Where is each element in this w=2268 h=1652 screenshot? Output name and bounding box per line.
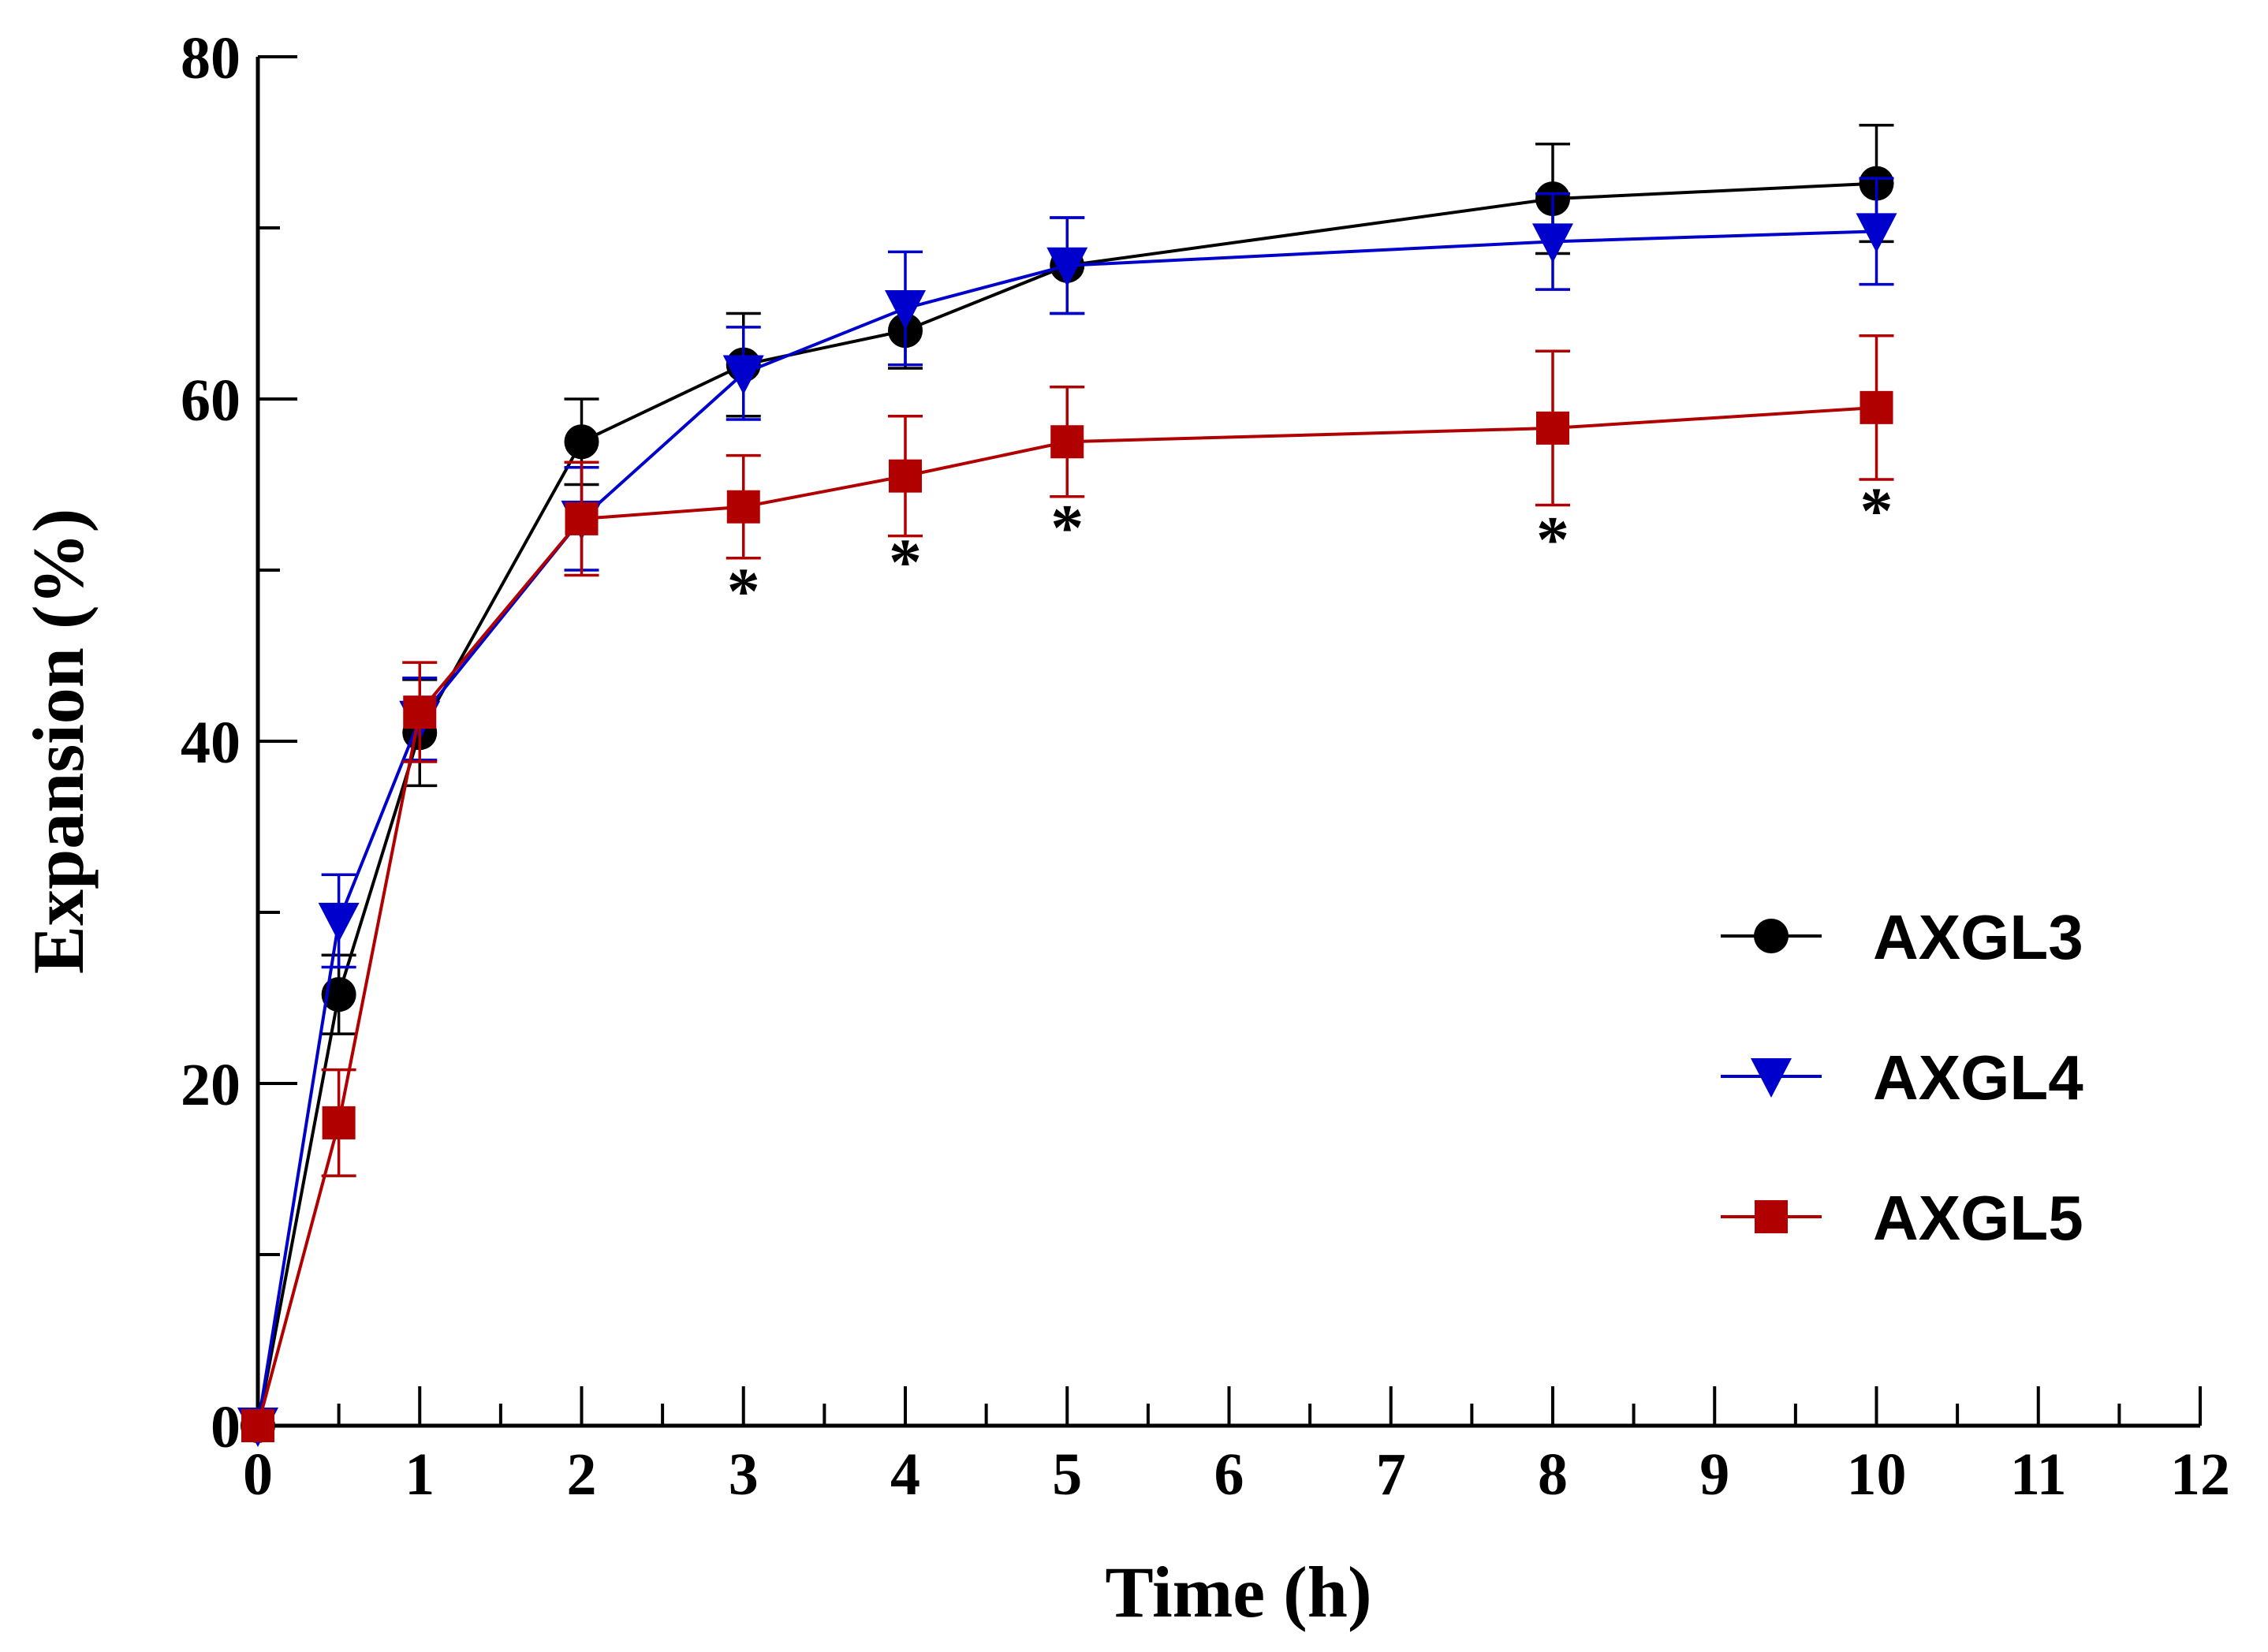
- marker-square: [726, 490, 760, 524]
- marker-triangle-down: [1751, 1058, 1792, 1098]
- marker-square: [1755, 1200, 1788, 1233]
- y-tick-label: 20: [181, 1052, 241, 1118]
- x-tick-label: 2: [567, 1441, 597, 1508]
- significance-asterisk: *: [1050, 491, 1084, 565]
- significance-markers: * * * * *: [727, 474, 1893, 628]
- series-axgl4: [237, 177, 1897, 1447]
- y-axis-title: Expansion (%): [18, 509, 99, 975]
- legend-label: AXGL5: [1873, 1183, 2083, 1253]
- marker-square: [1536, 411, 1569, 445]
- legend-item: AXGL5: [1721, 1183, 2083, 1253]
- significance-asterisk: *: [1536, 503, 1569, 576]
- y-tick-label: 60: [181, 367, 241, 434]
- legend-label: AXGL3: [1873, 902, 2083, 972]
- x-tick-label: 12: [2170, 1441, 2230, 1508]
- marker-triangle-down: [318, 902, 360, 942]
- legend: AXGL3 AXGL4 AXGL5: [1721, 902, 2083, 1253]
- legend-item: AXGL3: [1721, 902, 2083, 972]
- significance-asterisk: *: [889, 525, 922, 599]
- marker-square: [403, 695, 437, 729]
- x-axis-title: Time (h): [1105, 1552, 1371, 1632]
- x-tick-label: 3: [729, 1441, 759, 1508]
- y-tick-label: 40: [181, 710, 241, 776]
- marker-circle: [564, 424, 599, 460]
- series-axgl5: [241, 334, 1894, 1442]
- marker-triangle-down: [722, 355, 764, 395]
- x-tick-label: 5: [1052, 1441, 1082, 1508]
- x-tick-label: 9: [1699, 1441, 1729, 1508]
- marker-square: [889, 459, 922, 493]
- marker-square: [565, 502, 599, 535]
- x-tick-label: 10: [1847, 1441, 1907, 1508]
- marker-square: [1050, 425, 1084, 459]
- legend-item: AXGL4: [1721, 1042, 2083, 1113]
- marker-square: [322, 1106, 356, 1139]
- x-tick-label: 6: [1214, 1441, 1244, 1508]
- series-group: [237, 124, 1897, 1447]
- marker-circle: [321, 977, 356, 1012]
- x-tick-label: 11: [2010, 1441, 2067, 1508]
- marker-triangle-down: [1856, 213, 1897, 253]
- y-ticks: 0 20 40 60 80: [181, 25, 297, 1460]
- x-tick-label: 0: [243, 1441, 273, 1508]
- x-tick-label: 4: [890, 1441, 920, 1508]
- marker-triangle-down: [1532, 223, 1573, 263]
- marker-square: [241, 1409, 274, 1442]
- x-tick-label: 7: [1376, 1441, 1406, 1508]
- y-tick-label: 80: [181, 25, 241, 91]
- x-tick-label: 1: [405, 1441, 435, 1508]
- series-line: [256, 181, 1877, 1426]
- series-axgl3: [241, 124, 1894, 1443]
- x-tick-label: 8: [1538, 1441, 1568, 1508]
- significance-asterisk: *: [727, 554, 760, 628]
- marker-circle: [1754, 919, 1789, 953]
- significance-asterisk: *: [1860, 474, 1893, 547]
- marker-square: [1860, 390, 1893, 424]
- y-tick-label: 0: [211, 1394, 241, 1460]
- marker-triangle-down: [885, 289, 926, 330]
- x-ticks: 0 1 2 3 4 5 6 7 8 9 10 11 12: [243, 1386, 2230, 1508]
- marker-triangle-down: [1046, 247, 1088, 287]
- legend-label: AXGL4: [1873, 1042, 2083, 1113]
